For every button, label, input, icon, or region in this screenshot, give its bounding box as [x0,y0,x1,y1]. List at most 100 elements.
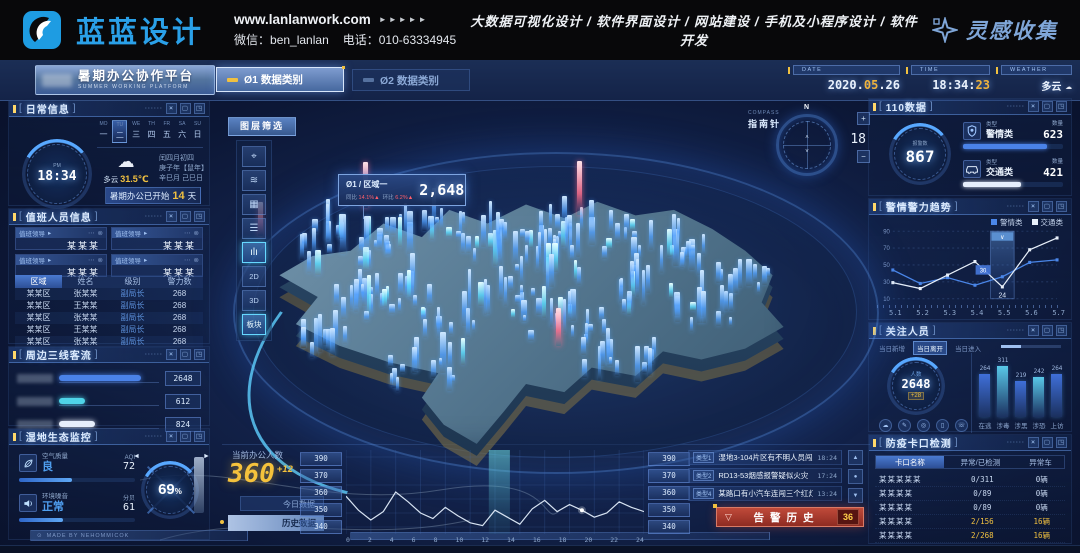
alert-row[interactable]: 类型2 RD13-53烟感报警疑似火灾 17:24 [688,468,842,483]
close-icon[interactable]: × [1028,325,1039,336]
panel-checkpoint: [防疫卡口检测] ······ × ▢ ◳ 卡口名称 异常/已检测 异常车 某某某某某 0/3… [868,434,1072,544]
blurred-label [17,419,53,429]
expand-icon[interactable]: ◳ [1056,325,1067,336]
camera-icon[interactable]: ⌖ [242,146,266,167]
week-grid: MO 一 TU 二 WE 三 TH 四 FR 五 SA 六 SU 日 [97,120,204,143]
expand-icon[interactable]: ◳ [1056,101,1067,112]
window-icon[interactable]: ▢ [1042,201,1053,212]
close-icon[interactable]: ⊗ [97,257,103,264]
alert-row[interactable]: 类型4 某路口有小汽车连闯三个红灯 13:24 [688,486,842,501]
zoom-out-button[interactable]: − [857,150,870,163]
brand-banner: 蓝蓝设计 www.lanlanwork.com ►►►►► 微信：ben_lan… [0,0,1080,60]
table-cell: 张某某 [73,289,98,298]
checkpoint-table-head: 卡口名称 异常/已检测 异常车 [875,455,1065,469]
panel-title: 警情警力趋势 [885,203,952,214]
scroll-up-button[interactable]: ▲ [848,450,863,465]
2d-button[interactable]: 2D [242,266,266,287]
focus-tabs: 当日新增 当日离开 当日进入 [875,341,985,355]
bracket: ] [94,349,99,360]
trend-chart: 90 70 50 30 10 ∨ 30 24 [877,227,1063,305]
table-cell: 268 [172,337,187,346]
weather-value: 多云 ☁ [1041,78,1072,93]
close-icon[interactable]: ⊗ [97,230,103,237]
zoom-in-button[interactable]: + [857,112,870,125]
panel-tick [873,102,876,111]
more-icon[interactable]: ⋯ [184,257,191,264]
bar-value-label: 264 [1051,364,1063,372]
table-cell: 王某某 [73,325,98,334]
close-icon[interactable]: × [1028,201,1039,212]
wifi-icon[interactable]: ≋ [242,170,266,191]
compass-ring[interactable]: ˄ ˅ [776,114,838,176]
focus-tab[interactable]: 当日离开 [913,341,947,355]
window-icon[interactable]: ▢ [180,349,191,360]
more-icon[interactable]: ⋯ [184,230,191,237]
panel-tick [873,438,876,447]
scroll-down-button[interactable]: ▼ [848,488,863,503]
dashboard-header: 暑期办公协作平台 SUMMER WORKING PLATFORM Ø1 数据类别… [0,60,1080,101]
table-cell: 副局长 [120,313,145,322]
close-icon[interactable]: × [166,103,177,114]
weekday-cell: SA 六 [176,120,189,143]
compass: COMPASS 指南针 N ˄ ˅ + 18 − [748,104,870,192]
mini-icon[interactable]: ☏ [955,419,968,432]
list-icon[interactable]: ☰ [242,218,266,239]
duty-card-head: 值班领导 ▸ ⋯ ⊗ [16,255,106,265]
mini-icon[interactable]: ☁ [879,419,892,432]
close-icon[interactable]: × [166,349,177,360]
close-icon[interactable]: × [166,431,177,442]
window-icon[interactable]: ▢ [1042,101,1053,112]
panel-header: [110数据] ······ × ▢ ◳ [869,99,1071,115]
checkpoint-row: 某某某某 2/156 16辆 [875,515,1065,529]
corner-tick [788,66,790,74]
eco-slider[interactable] [194,457,204,513]
mini-scrollbar[interactable] [1001,345,1061,348]
expand-icon[interactable]: ◳ [194,103,205,114]
close-icon[interactable]: × [166,211,177,222]
module-button[interactable]: 板块 [242,314,266,335]
eco-item-num: AQI 72 [123,455,135,472]
tab-data-category-2[interactable]: Ø2 数据类别 [352,69,470,91]
mini-icon[interactable]: ▯ [936,419,949,432]
expand-icon[interactable]: ◳ [194,349,205,360]
focus-tab[interactable]: 当日进入 [955,346,981,353]
window-icon[interactable]: ▢ [180,211,191,222]
grid-icon[interactable]: ▦ [242,194,266,215]
close-icon[interactable]: × [1028,437,1039,448]
expand-icon[interactable]: ◳ [194,431,205,442]
website-link[interactable]: www.lanlanwork.com [234,12,371,27]
chart-icon[interactable]: ılı [242,242,266,263]
alert-row[interactable]: 类型1 湿地3-104片区有不明人员闯入 18:24 [688,450,842,465]
mini-icon[interactable]: ◎ [917,419,930,432]
table-cell: 副局长 [120,289,145,298]
weekday-en: FR [163,121,171,127]
3d-button[interactable]: 3D [242,290,266,311]
window-icon[interactable]: ▢ [1042,437,1053,448]
expand-icon[interactable]: ◳ [1056,201,1067,212]
window-icon[interactable]: ▢ [180,103,191,114]
scroll-dot-button[interactable]: ● [848,469,863,484]
alert-list: 类型1 湿地3-104片区有不明人员闯入 18:24 类型2 RD13-53烟感报警疑似… [688,450,842,504]
table-cell: 268 [172,289,187,298]
window-icon[interactable]: ▢ [180,431,191,442]
alarm-history-banner[interactable]: ▽ 告警历史 36 [713,504,864,527]
more-icon[interactable]: ⋯ [88,257,95,264]
close-icon[interactable]: ⊗ [193,257,199,264]
mini-icon[interactable]: ✎ [898,419,911,432]
more-icon[interactable]: ⋯ [88,230,95,237]
table-cell: 张某某 [73,313,98,322]
right-arrow-icon[interactable]: ► [203,453,210,460]
expand-icon[interactable]: ◳ [1056,437,1067,448]
window-icon[interactable]: ▢ [1042,325,1053,336]
map-3d[interactable] [252,180,800,476]
close-icon[interactable]: ⊗ [193,230,199,237]
left-arrow-icon[interactable]: ◄ [133,453,140,460]
platform-title-block: 暑期办公协作平台 SUMMER WORKING PLATFORM [35,65,215,95]
focus-tab[interactable]: 当日新增 [879,346,905,353]
x-tick-label: 5.3 [943,309,957,317]
trend-legend: 警情类 交通类 [991,217,1063,228]
count-label: 数量 [1051,121,1063,127]
expand-icon[interactable]: ◳ [194,211,205,222]
tab-data-category-1[interactable]: Ø1 数据类别 [216,66,345,92]
close-icon[interactable]: × [1028,101,1039,112]
